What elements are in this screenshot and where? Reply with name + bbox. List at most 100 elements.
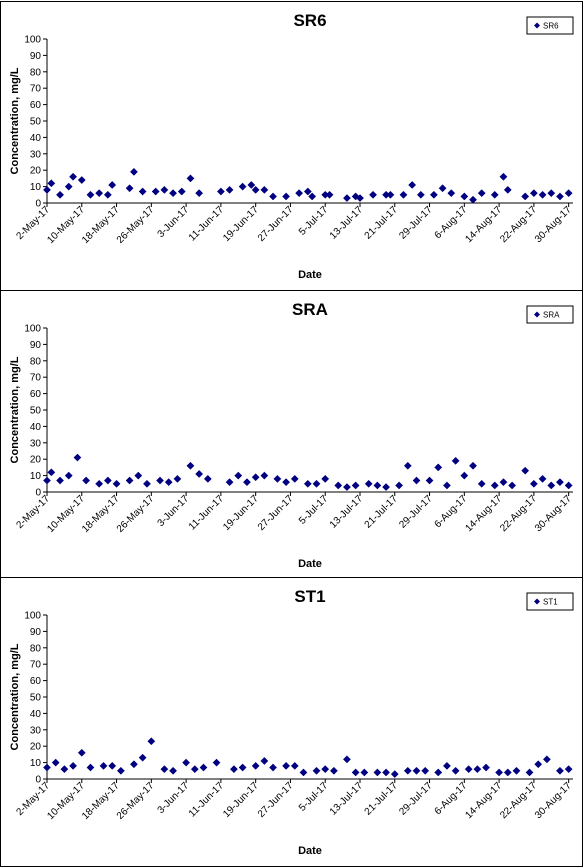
legend-entry: ST1 — [543, 598, 558, 607]
y-tick-label: 0 — [35, 488, 41, 499]
y-tick-label: 70 — [30, 84, 42, 95]
data-point — [503, 185, 512, 194]
x-tick-label: 11-Jun-17 — [187, 780, 226, 819]
legend-box — [526, 305, 574, 324]
x-tick-label: 21-Jul-17 — [363, 493, 401, 531]
data-point — [434, 463, 443, 472]
data-point — [442, 761, 451, 770]
data-point — [556, 478, 564, 487]
y-tick-label: 10 — [30, 182, 42, 193]
data-point — [356, 194, 364, 203]
data-point — [160, 185, 169, 194]
data-point — [477, 479, 486, 488]
data-point — [390, 770, 399, 779]
y-tick-label: 70 — [30, 373, 42, 384]
x-tick-label: 11-Jun-17 — [187, 493, 226, 532]
data-point — [138, 187, 147, 196]
data-point — [247, 181, 256, 189]
y-axis-label: Concentration, mg/L — [9, 643, 21, 750]
y-tick-label: 40 — [30, 133, 42, 144]
y-tick-label: 10 — [30, 471, 42, 482]
data-point — [260, 757, 269, 765]
data-point — [282, 478, 291, 487]
data-point — [538, 474, 547, 483]
y-tick-label: 60 — [30, 100, 42, 111]
data-point — [260, 185, 269, 194]
data-point — [82, 476, 91, 485]
data-point — [534, 760, 543, 769]
data-point — [151, 187, 160, 196]
data-point — [43, 185, 51, 194]
data-point — [416, 190, 425, 199]
data-point — [325, 190, 334, 199]
data-point — [51, 758, 60, 767]
data-point — [195, 189, 204, 198]
data-point — [169, 766, 178, 775]
data-point — [538, 190, 547, 199]
x-tick-label: 30-Aug-17 — [533, 780, 574, 821]
y-tick-label: 50 — [30, 693, 42, 704]
y-tick-label: 60 — [30, 389, 42, 400]
data-point — [564, 765, 573, 774]
data-point — [182, 758, 191, 767]
x-tick-label: 19-Jun-17 — [221, 204, 261, 244]
x-tick-label: 30-Aug-17 — [533, 493, 574, 534]
x-tick-label: 27-Jun-17 — [256, 780, 296, 820]
data-point — [77, 176, 86, 184]
data-point — [212, 758, 221, 767]
data-point — [156, 476, 164, 485]
data-point — [473, 765, 482, 774]
data-point — [482, 763, 491, 772]
data-point — [125, 476, 134, 485]
data-point — [295, 189, 304, 198]
y-axis-label: Concentration, mg/L — [9, 356, 21, 463]
data-point — [351, 192, 360, 201]
data-point — [351, 481, 360, 490]
data-point — [556, 766, 564, 775]
y-tick-label: 20 — [30, 742, 42, 753]
y-tick-label: 100 — [24, 611, 41, 622]
x-tick-label: 13-Jul-17 — [328, 493, 366, 531]
y-tick-label: 0 — [35, 775, 41, 786]
data-point — [499, 172, 508, 181]
data-point — [334, 481, 343, 490]
data-point — [199, 763, 208, 772]
x-tick-label: 13-Jul-17 — [328, 780, 366, 818]
y-tick-label: 20 — [30, 455, 42, 466]
data-point — [43, 476, 51, 485]
data-point — [460, 192, 469, 201]
x-tick-label: 13-Jul-17 — [328, 204, 366, 242]
y-tick-label: 70 — [30, 660, 42, 671]
data-point — [225, 185, 234, 194]
data-point — [60, 765, 69, 774]
x-tick-label: 22-Aug-17 — [498, 493, 539, 534]
x-tick-label: 14-Aug-17 — [463, 493, 504, 534]
y-tick-label: 20 — [30, 166, 42, 177]
data-point — [386, 190, 395, 199]
data-point — [564, 481, 573, 490]
data-point — [108, 761, 117, 770]
legend-box — [526, 592, 574, 611]
data-point — [490, 481, 499, 490]
y-tick-label: 90 — [30, 51, 42, 62]
data-point — [290, 761, 299, 770]
x-tick-label: 30-Aug-17 — [533, 204, 574, 245]
data-point — [238, 182, 247, 191]
data-point — [469, 461, 477, 470]
data-point — [69, 172, 78, 181]
x-tick-label: 14-Aug-17 — [463, 204, 504, 245]
data-point — [547, 189, 556, 198]
data-point — [64, 182, 73, 191]
data-point — [251, 473, 260, 482]
data-point — [495, 768, 504, 777]
data-point — [351, 768, 360, 777]
data-point — [503, 768, 512, 777]
data-point — [321, 474, 330, 483]
data-point — [364, 479, 373, 488]
data-point — [125, 184, 134, 193]
data-point — [251, 185, 260, 194]
x-tick-label: 3-Jun-17 — [156, 493, 192, 529]
data-point — [169, 189, 178, 198]
data-point — [303, 479, 312, 488]
x-axis-label: Date — [298, 269, 322, 281]
